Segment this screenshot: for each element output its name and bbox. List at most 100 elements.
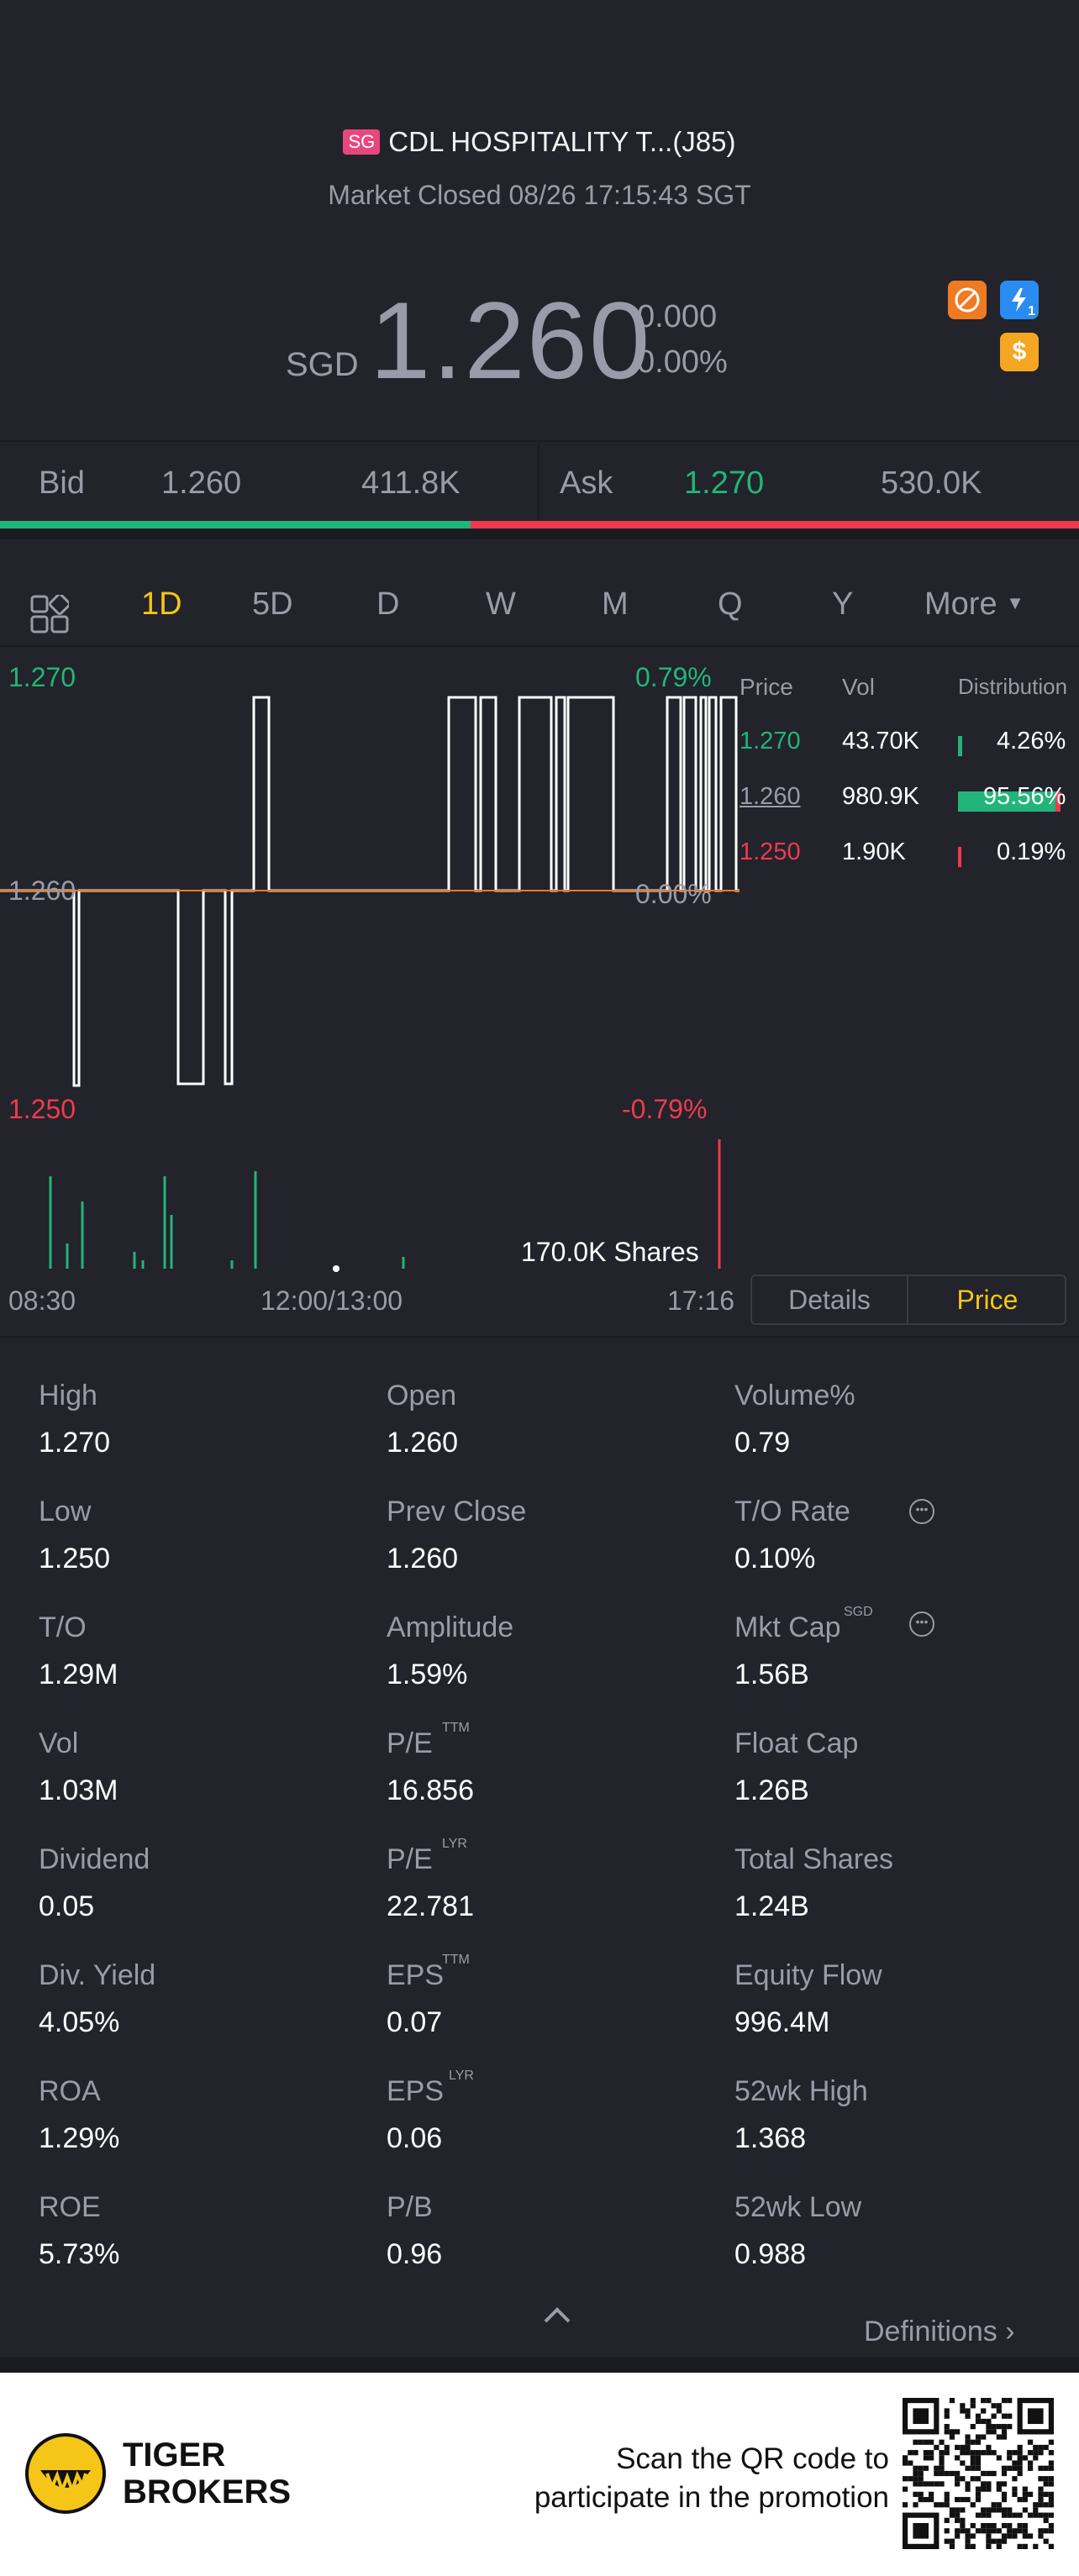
stat-value: 5.73% <box>39 2238 120 2270</box>
stat-label: ROE <box>39 2191 101 2223</box>
market-status: Market Closed 08/26 17:15:43 SGT <box>328 180 751 210</box>
stat-label: 52wk High <box>734 2075 868 2107</box>
pct-axis-high: 0.79% <box>635 662 712 692</box>
stat-label: Mkt Cap <box>734 1611 841 1643</box>
stat-label: EPS <box>387 2075 445 2107</box>
period-tabs: 1D 5D D W M Q Y More ▼ <box>0 571 1079 647</box>
tab-m[interactable]: M <box>602 586 629 622</box>
layout-grid-icon[interactable] <box>30 593 71 638</box>
market-badge: SG <box>343 129 381 155</box>
dist-pct: 0.19% <box>997 839 1066 865</box>
stat-value: 16.856 <box>387 1774 474 1806</box>
dist-vol: 1.90K <box>842 839 906 865</box>
tab-w[interactable]: W <box>486 586 516 622</box>
stat-label: T/O <box>39 1611 87 1643</box>
dist-pct: 95.56% <box>983 783 1066 810</box>
to-rate-info-icon[interactable]: ••• <box>909 1499 934 1524</box>
stat-label: Low <box>39 1496 92 1527</box>
brand-name: TIGER BROKERS <box>123 2437 291 2510</box>
details-toggle-button[interactable]: Details <box>752 1276 908 1323</box>
stat-value: 1.260 <box>387 1543 459 1575</box>
price-toggle-button[interactable]: Price <box>956 1285 1018 1315</box>
stat-label: High <box>39 1380 97 1412</box>
stat-label: Prev Close <box>387 1496 527 1527</box>
mkt-cap-info-icon[interactable]: ••• <box>909 1611 934 1637</box>
tab-more-label: More <box>924 586 997 622</box>
stat-label: P/E <box>387 1843 433 1875</box>
qr-code[interactable] <box>903 2398 1054 2549</box>
dist-vol: 43.70K <box>842 728 919 754</box>
dist-price: 1.260 <box>740 783 801 810</box>
y-axis-mid: 1.260 <box>8 875 76 906</box>
stat-value: 1.29M <box>39 1659 118 1690</box>
dollar-icon[interactable]: $ <box>1000 333 1039 371</box>
stat-value: 0.10% <box>734 1543 816 1575</box>
promo-line-1: Scan the QR code to <box>616 2442 889 2475</box>
flash-icon[interactable]: 1 <box>1000 281 1039 319</box>
eps-ttm-superscript: TTM <box>442 1953 470 1967</box>
bid-ask-bar: Bid 1.260 411.8K Ask 1.270 530.0K <box>0 440 1079 526</box>
bid-ask-divider <box>538 442 540 526</box>
tab-y[interactable]: Y <box>832 586 854 622</box>
dist-vol: 980.9K <box>842 783 919 810</box>
tab-q[interactable]: Q <box>718 586 743 622</box>
time-start: 08:30 <box>8 1285 76 1316</box>
time-end: 17:16 <box>667 1285 735 1316</box>
stock-title: SG CDL HOSPITALITY T...(J85) <box>0 126 1079 158</box>
stat-value: 1.59% <box>387 1659 468 1690</box>
stat-label: EPS <box>387 1959 445 1991</box>
stat-label: Amplitude <box>387 1611 514 1643</box>
stat-label: Volume% <box>734 1380 855 1412</box>
intraday-chart[interactable] <box>0 647 740 1277</box>
stat-value: 996.4M <box>734 2006 830 2038</box>
price-currency: SGD <box>286 346 359 383</box>
dist-bar <box>958 791 1061 812</box>
volume-dot <box>333 1265 339 1272</box>
stat-value: 0.988 <box>734 2238 807 2270</box>
tab-1d[interactable]: 1D <box>141 586 182 622</box>
stat-label: P/E <box>387 1727 433 1759</box>
stat-label: Open <box>387 1380 457 1412</box>
stat-value: 0.07 <box>387 2006 443 2038</box>
dist-price: 1.270 <box>740 728 801 754</box>
stat-label: Dividend <box>39 1843 150 1875</box>
stat-value: 1.29% <box>39 2122 120 2154</box>
stat-value: 1.260 <box>387 1427 459 1459</box>
stat-label: Float Cap <box>734 1727 859 1759</box>
ask-strength-bar <box>470 521 1079 528</box>
stat-label: Total Shares <box>734 1843 893 1875</box>
stat-value: 0.06 <box>387 2122 443 2154</box>
dist-bar <box>958 847 961 867</box>
stat-value: 0.05 <box>39 1890 95 1922</box>
chevron-up-icon[interactable] <box>543 2305 571 2328</box>
stat-label: Equity Flow <box>734 1959 882 1991</box>
eps-lyr-superscript: LYR <box>449 2069 474 2083</box>
brand-line-1: TIGER <box>123 2437 226 2473</box>
dist-header-distribution: Distribution <box>958 674 1068 699</box>
stock-name: CDL HOSPITALITY T...(J85) <box>388 126 736 157</box>
definitions-link[interactable]: Definitions › <box>864 2316 1015 2348</box>
no-short-icon[interactable] <box>948 281 987 319</box>
pe-ttm-superscript: TTM <box>442 1721 470 1735</box>
last-price: 1.260 <box>370 279 652 402</box>
mkt-cap-currency-superscript: SGD <box>844 1605 873 1619</box>
stat-value: 1.24B <box>734 1890 809 1922</box>
tab-d[interactable]: D <box>376 586 400 622</box>
stat-value: 1.250 <box>39 1543 111 1575</box>
bid-price[interactable]: 1.260 <box>161 465 242 501</box>
tiger-logo-icon <box>25 2433 106 2514</box>
promo-footer: TIGER BROKERS Scan the QR code to partic… <box>0 2373 1079 2576</box>
dist-bar <box>958 736 963 756</box>
tabs-divider <box>0 645 1079 647</box>
tab-5d[interactable]: 5D <box>252 586 293 622</box>
definitions-label: Definitions <box>864 2316 997 2347</box>
y-axis-low: 1.250 <box>8 1094 76 1124</box>
y-axis-high: 1.270 <box>8 662 76 692</box>
view-toggle: Details Price <box>750 1275 1066 1325</box>
ask-price[interactable]: 1.270 <box>684 465 765 501</box>
dist-header-vol: Vol <box>842 674 875 700</box>
tab-more[interactable]: More ▼ <box>924 586 1024 623</box>
footer-divider <box>0 2358 1079 2373</box>
pct-axis-low: -0.79% <box>622 1094 708 1124</box>
stat-value: 1.26B <box>734 1774 809 1806</box>
